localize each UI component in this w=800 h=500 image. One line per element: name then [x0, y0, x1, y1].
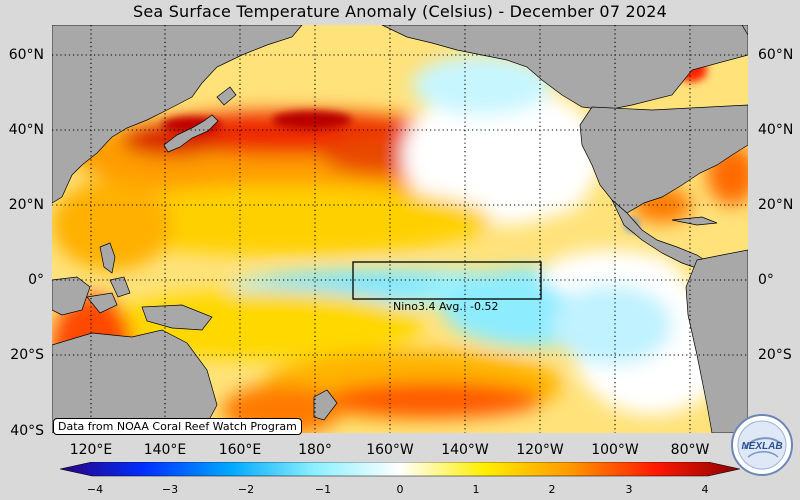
colorbar-tick: 2: [548, 483, 556, 496]
lat-label-20n-right: 20°N: [758, 197, 794, 213]
lon-label-160w: 160°W: [366, 442, 414, 458]
nino34-average-label: Nino3.4 Avg.: -0.52: [393, 300, 499, 313]
land-masses: [52, 25, 748, 433]
lat-label-0-right: 0°: [758, 272, 774, 288]
colorbar-tick: 3: [625, 483, 633, 496]
lat-label-60n-right: 60°N: [758, 47, 794, 63]
colorbar-tick: 4: [701, 483, 709, 496]
lon-label-120w: 120°W: [516, 442, 564, 458]
colorbar-gradient: [60, 462, 740, 477]
map-title: Sea Surface Temperature Anomaly (Celsius…: [133, 2, 667, 21]
colorbar-tick: −1: [314, 483, 332, 496]
lon-label-100w: 100°W: [591, 442, 639, 458]
colorbar-tick: 1: [472, 483, 480, 496]
colorbar-tick: 0: [396, 483, 404, 496]
logo-text: NEXLAB: [741, 441, 782, 452]
lat-label-20s-right: 20°S: [758, 347, 792, 363]
lat-label-0-left: 0°: [28, 272, 44, 288]
sst-anomaly-map: [52, 25, 748, 433]
colorbar-tick: −2: [237, 483, 255, 496]
lat-label-40n-left: 40°N: [8, 122, 44, 138]
lat-label-40n-right: 40°N: [758, 122, 794, 138]
data-source-note: Data from NOAA Coral Reef Watch Program: [53, 418, 302, 435]
lon-label-140e: 140°E: [143, 442, 187, 458]
lon-label-160e: 160°E: [218, 442, 262, 458]
lon-label-120e: 120°E: [69, 442, 113, 458]
colorbar: [60, 462, 740, 477]
nino34-region-box: [352, 261, 542, 300]
lon-label-80w: 80°W: [670, 442, 710, 458]
lon-label-180: 180°: [298, 442, 332, 458]
lat-label-40s-left: 40°S: [10, 423, 44, 439]
lon-label-140w: 140°W: [441, 442, 489, 458]
nexlab-logo[interactable]: NEXLAB: [730, 413, 794, 477]
colorbar-tick: −4: [86, 483, 104, 496]
lat-label-60n-left: 60°N: [8, 47, 44, 63]
lat-label-20n-left: 20°N: [8, 197, 44, 213]
lat-label-20s-left: 20°S: [10, 347, 44, 363]
graticule: [52, 25, 748, 433]
colorbar-tick: −3: [161, 483, 179, 496]
